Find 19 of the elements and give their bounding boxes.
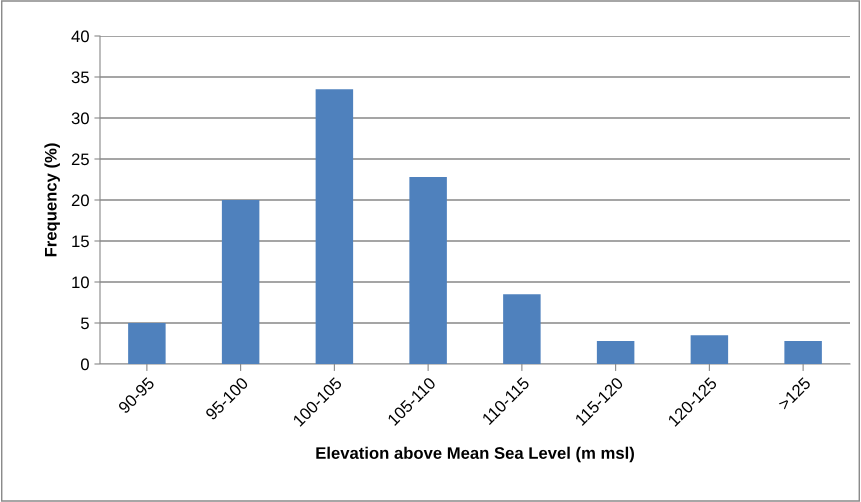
bar: [784, 341, 822, 364]
y-tick-label: 20: [72, 194, 89, 206]
bar: [690, 335, 728, 364]
y-tick-label: 15: [72, 236, 89, 248]
bar: [503, 294, 541, 364]
y-tick-label: 40: [71, 30, 89, 42]
bar: [409, 177, 447, 364]
bar: [222, 200, 260, 364]
bar: [596, 341, 634, 364]
bar: [128, 323, 166, 364]
y-axis-title: Frequency (%): [44, 143, 60, 256]
y-tick-label: 35: [72, 71, 89, 84]
y-tick-label: 25: [72, 153, 89, 166]
y-tick-label: 10: [72, 276, 89, 288]
y-tick-label: 0: [80, 358, 89, 370]
bar: [316, 89, 354, 364]
y-tick-label: 5: [80, 318, 89, 330]
y-tick-label: 30: [72, 112, 89, 124]
x-axis-title: Elevation above Mean Sea Level (m msl): [316, 446, 634, 462]
